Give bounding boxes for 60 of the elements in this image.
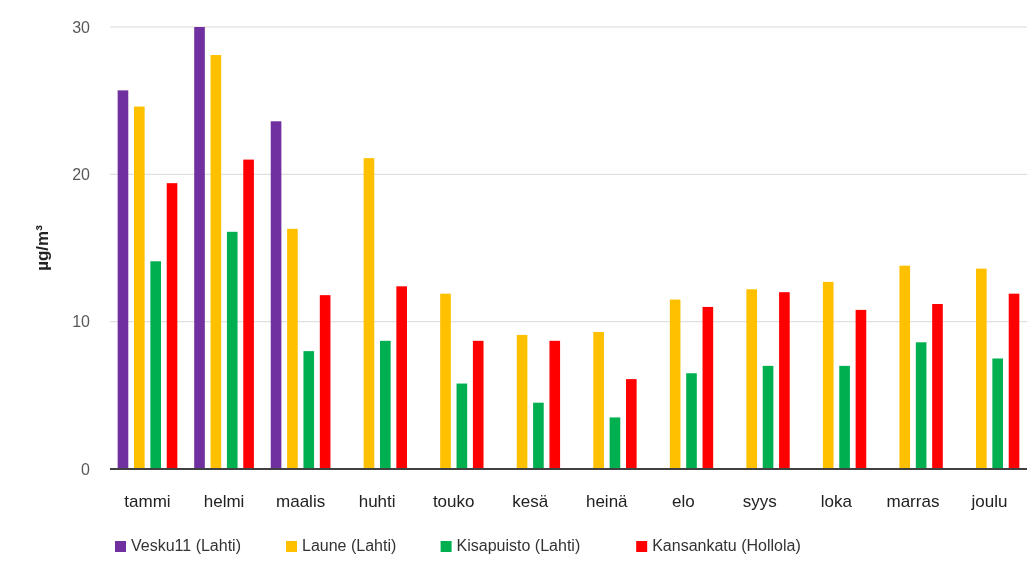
bar <box>150 261 161 469</box>
bar <box>822 281 834 469</box>
bar <box>363 158 375 469</box>
bar <box>746 289 757 469</box>
bar <box>166 183 178 469</box>
bar <box>243 159 254 469</box>
bar <box>702 306 714 469</box>
legend-label: Kisapuisto (Lahti) <box>456 537 581 554</box>
y-axis-title: µg/m³ <box>33 224 52 271</box>
y-tick-label: 10 <box>72 313 91 331</box>
bar <box>976 268 987 469</box>
bar <box>134 106 145 469</box>
x-tick-label: maalis <box>276 492 326 511</box>
bar <box>549 340 561 469</box>
bar <box>855 309 867 469</box>
bar <box>762 365 774 469</box>
bar <box>992 358 1003 469</box>
x-tick-label: loka <box>820 492 853 511</box>
bar <box>686 373 697 469</box>
bar <box>669 299 681 469</box>
bar <box>1008 293 1020 469</box>
x-tick-label: elo <box>671 492 695 511</box>
bar <box>533 402 544 469</box>
bar <box>472 340 484 469</box>
bar <box>899 265 911 469</box>
x-tick-label: marras <box>886 492 940 511</box>
x-tick-label: syys <box>742 492 777 511</box>
bar <box>396 286 407 469</box>
bar <box>117 90 129 469</box>
bar <box>270 121 282 469</box>
x-tick-label: tammi <box>124 492 171 511</box>
bar <box>287 228 298 469</box>
bar <box>516 334 528 469</box>
x-tick-label: kesä <box>512 492 549 511</box>
legend-label: Laune (Lahti) <box>302 537 397 554</box>
bar <box>593 331 604 469</box>
bar <box>932 303 943 469</box>
bar <box>839 365 850 469</box>
x-tick-label: joulu <box>970 492 1008 511</box>
y-tick-label: 20 <box>72 165 91 183</box>
y-tick-label: 30 <box>72 18 91 36</box>
bar <box>319 295 331 469</box>
bar <box>210 54 222 469</box>
y-tick-label: 0 <box>81 460 91 478</box>
x-tick-label: huhti <box>358 492 396 511</box>
bar <box>915 342 927 469</box>
bar <box>226 231 238 469</box>
legend-label: Vesku11 (Lahti) <box>131 537 241 554</box>
bar <box>609 417 621 469</box>
x-tick-label: heinä <box>585 492 629 511</box>
legend-label: Kansankatu (Hollola) <box>652 537 801 554</box>
bar <box>779 292 790 469</box>
bar <box>303 351 315 469</box>
x-tick-label: touko <box>432 492 475 511</box>
x-tick-label: helmi <box>203 492 245 511</box>
bar <box>440 293 451 469</box>
bar <box>194 27 205 469</box>
bar <box>380 340 391 469</box>
bar <box>625 379 637 469</box>
bar <box>456 383 468 469</box>
